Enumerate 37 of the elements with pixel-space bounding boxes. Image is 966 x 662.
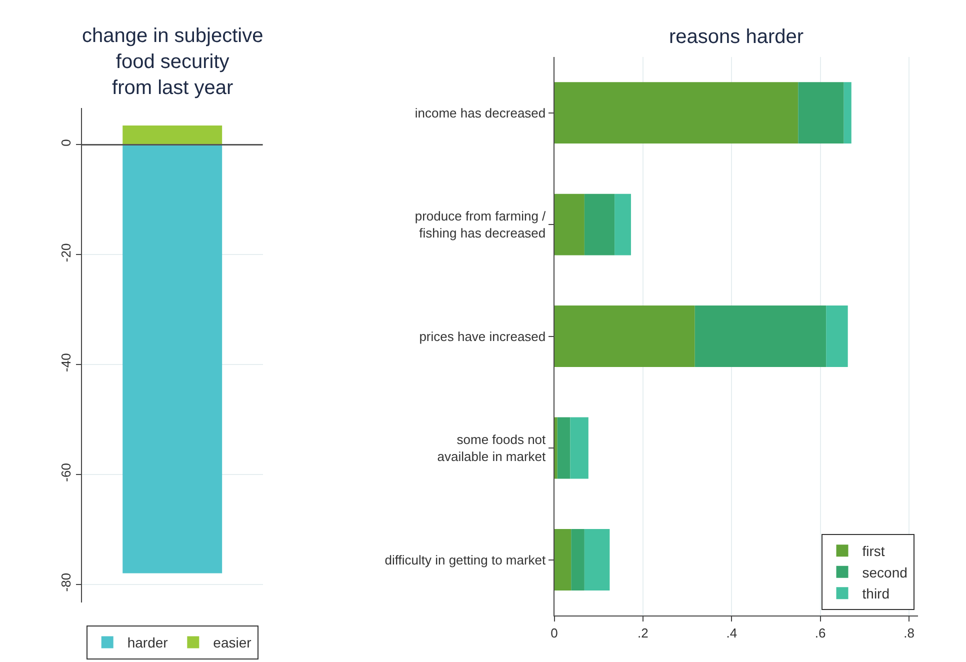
bar (557, 417, 570, 479)
bar (844, 82, 852, 144)
y-tick-label: difficulty in getting to market (384, 552, 546, 568)
bar (571, 529, 584, 591)
bar (694, 306, 826, 368)
bar (798, 82, 844, 144)
chart-title: change in subjective food security from last year (82, 25, 264, 99)
bar (554, 194, 584, 256)
legend-label: easier (213, 634, 252, 651)
y-tick-label: prices have increased (419, 328, 546, 344)
y-tick-label: -20 (58, 243, 74, 262)
x-tick-label: .2 (638, 625, 648, 640)
x-tick-label: .6 (814, 625, 826, 640)
y-tick-label: produce from farming / fishing has decreased (414, 208, 546, 241)
y-tick-label: -40 (58, 353, 74, 372)
bar (826, 306, 848, 368)
x-tick-label: .4 (726, 625, 738, 640)
y-tick-label: -80 (58, 572, 74, 592)
legend-label: harder (127, 634, 168, 651)
y-tick-label: income has decreased (414, 105, 546, 120)
y-tick-label: 0 (58, 139, 74, 146)
legend-label: first (862, 543, 885, 560)
bar (554, 417, 558, 479)
bar (614, 194, 631, 256)
legend-label: third (862, 586, 890, 602)
bar (554, 529, 572, 591)
bar (554, 82, 798, 144)
x-tick-label: .8 (904, 625, 914, 640)
y-tick-label: some foods not available in market (437, 432, 546, 464)
x-tick-label: 0 (550, 625, 558, 640)
bar (584, 194, 615, 256)
y-tick-label: -60 (58, 463, 74, 482)
chart-title: reasons harder (669, 26, 804, 48)
bar (584, 529, 610, 591)
bar (570, 417, 588, 479)
bar (554, 306, 695, 368)
legend-label: second (862, 564, 908, 580)
